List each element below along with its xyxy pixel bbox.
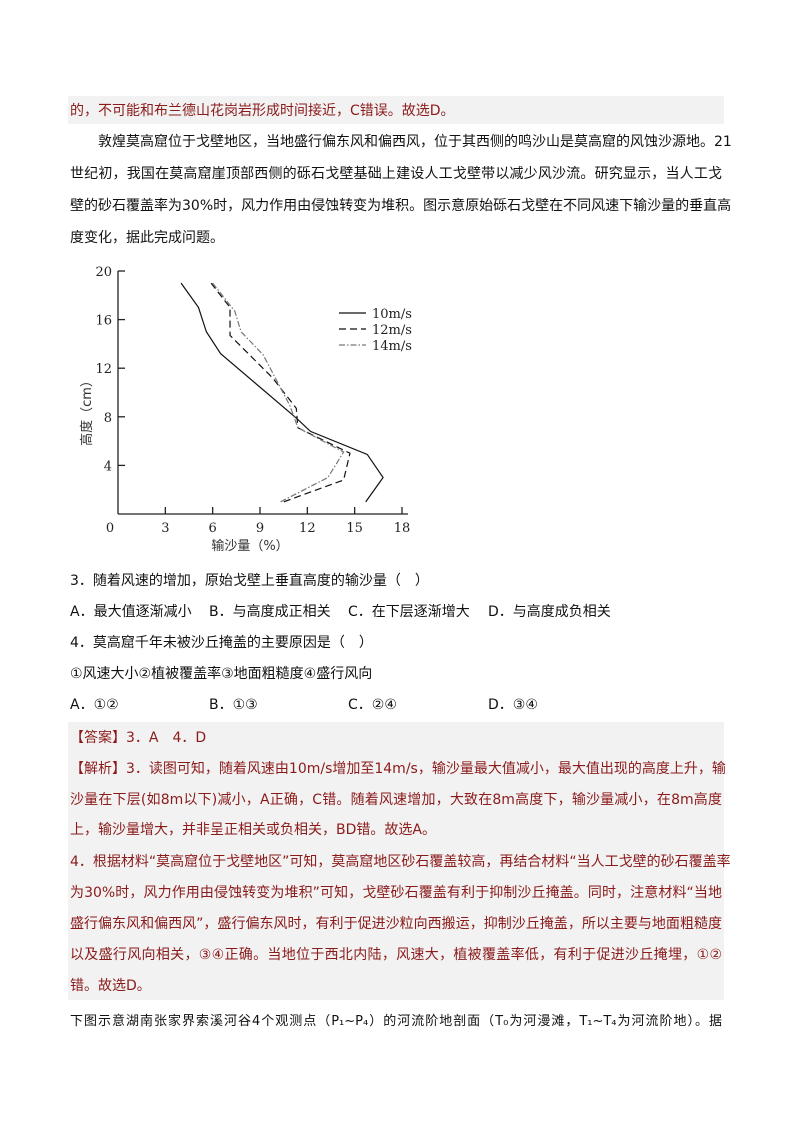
y-tick-label: 12 xyxy=(95,362,112,377)
y-tick-label: 8 xyxy=(104,411,112,426)
intro-line: 壁的砂石覆盖率为30%时，风力作用由侵蚀转变为堆积。图示意原始砾石戈壁在不同风速… xyxy=(70,198,732,214)
x-axis-label: 输沙量（%） xyxy=(211,538,288,554)
series-line-14m/s xyxy=(212,282,345,503)
legend-label: 12m/s xyxy=(372,323,412,338)
x-tick-label: 3 xyxy=(161,521,169,536)
question-4-stem: 4．莫高窟千年未被沙丘掩盖的主要原因是（ ） xyxy=(70,635,373,651)
x-tick-label: 0 xyxy=(106,521,114,536)
series-line-10m/s xyxy=(180,282,384,503)
x-tick-label: 9 xyxy=(256,521,264,536)
intro-line: 世纪初，我国在莫高窟崖顶部西侧的砾石戈壁基础上建设人工戈壁带以减少风沙流。研究显… xyxy=(70,166,722,182)
answer-line: 【答案】3．A 4．D xyxy=(70,727,722,749)
chart-axes: 0 3 6 9 12 15 18 4 8 12 16 20 xyxy=(95,265,410,536)
analysis-line: 4．根据材料“莫高窟位于戈壁地区”可知，莫高窟地区砂石覆盖较高，再结合材料“当人… xyxy=(70,854,731,870)
x-tick-label: 18 xyxy=(394,521,411,536)
next-question-intro: 下图示意湖南张家界索溪河谷4个观测点（P₁~P₄）的河流阶地剖面（T₀为河漫滩，… xyxy=(70,1014,722,1029)
answer-tag: 【答案】 xyxy=(70,730,126,746)
legend-label: 14m/s xyxy=(372,339,412,354)
q4-option-c[interactable]: C．②④ xyxy=(348,697,397,713)
intro-line: 度变化，据此完成问题。 xyxy=(70,230,224,246)
q4-option-a[interactable]: A．①② xyxy=(70,697,119,713)
q3-option-d[interactable]: D．与高度成负相关 xyxy=(488,604,611,620)
x-tick-label: 6 xyxy=(209,521,217,536)
x-tick-label: 12 xyxy=(299,521,316,536)
y-axis-label: 高度（cm） xyxy=(79,374,95,446)
prev-answer-background xyxy=(68,96,724,124)
series-line-12m/s xyxy=(210,282,351,503)
analysis-text: 3．读图可知，随着风速由10m/s增加至14m/s，输沙量最大值减小，最大值出现… xyxy=(126,761,726,777)
answer-text: 3．A 4．D xyxy=(126,730,207,746)
answer-background xyxy=(68,722,724,1000)
analysis-line: 上，输沙量增大，并非呈正相关或负相关，BD错。故选A。 xyxy=(70,822,436,838)
q3-option-a[interactable]: A．最大值逐渐减小 xyxy=(70,604,192,620)
chart-series xyxy=(180,282,384,503)
analysis-tag: 【解析】 xyxy=(70,761,126,777)
q4-option-b[interactable]: B．①③ xyxy=(209,697,258,713)
legend-label: 10m/s xyxy=(372,307,412,322)
analysis-line: 沙量在下层(如8m以下)减小，A正确，C错。随着风速增加，大致在8m高度下，输沙… xyxy=(70,792,722,808)
analysis-line: 为30%时，风力作用由侵蚀转变为堆积”可知，戈壁砂石覆盖有利于抑制沙丘掩盖。同时… xyxy=(70,885,722,901)
analysis-line: 盛行偏东风和偏西风”，盛行偏东风时，有利于促进沙粒向西搬运，抑制沙丘掩盖，所以主… xyxy=(70,916,722,932)
x-tick-label: 15 xyxy=(346,521,363,536)
q3-option-c[interactable]: C．在下层逐渐增大 xyxy=(348,604,470,620)
y-tick-label: 20 xyxy=(95,265,112,280)
q3-option-b[interactable]: B．与高度成正相关 xyxy=(209,604,331,620)
q4-option-d[interactable]: D．③④ xyxy=(488,697,538,713)
question-3-stem: 3．随着风速的增加，原始戈壁上垂直高度的输沙量（ ） xyxy=(70,573,429,589)
prev-answer-tail: 的，不可能和布兰德山花岗岩形成时间接近，C错误。故选D。 xyxy=(70,103,455,119)
analysis-line: 以及盛行风向相关，③④正确。当地位于西北内陆，风速大，植被覆盖率低，有利于促进沙… xyxy=(70,947,722,963)
analysis-line: 错。故选D。 xyxy=(70,978,151,994)
intro-line: 敦煌莫高窟位于戈壁地区，当地盛行偏东风和偏西风，位于其西侧的鸣沙山是莫高窟的风蚀… xyxy=(98,134,732,150)
analysis-line: 【解析】3．读图可知，随着风速由10m/s增加至14m/s，输沙量最大值减小，最… xyxy=(70,758,726,780)
y-tick-label: 4 xyxy=(104,459,112,474)
y-tick-label: 16 xyxy=(95,314,112,329)
question-4-factors: ①风速大小②植被覆盖率③地面粗糙度④盛行风向 xyxy=(70,666,373,682)
